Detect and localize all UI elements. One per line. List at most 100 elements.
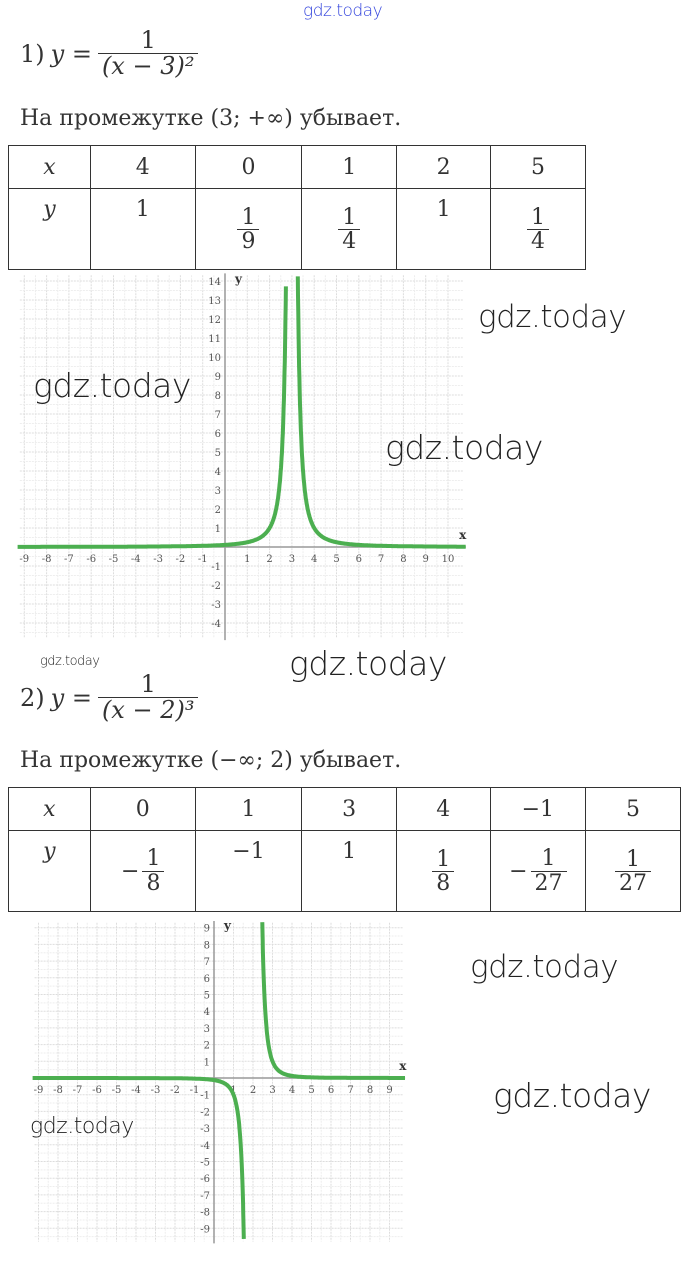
y-tick-label: 9: [215, 372, 221, 383]
y-tick-label: -2: [211, 581, 221, 592]
y-tick-label: 13: [208, 296, 221, 307]
denominator: 4: [338, 229, 361, 253]
y-tick-label: 5: [204, 991, 210, 1002]
y-tick-label: -3: [211, 600, 221, 611]
x-axis-label: x: [459, 528, 467, 542]
watermark: gdz.today: [478, 299, 627, 335]
x-tick-label: -4: [131, 554, 141, 565]
y-tick-label: 3: [204, 1024, 210, 1035]
y-tick-label: 3: [215, 486, 221, 497]
y-tick-label: 7: [204, 957, 210, 968]
y-label: y: [8, 830, 91, 912]
y-tick-label: -2: [200, 1107, 210, 1118]
formula-2: 2) y = 1 (x − 2)³: [20, 671, 199, 723]
y-tick-label: 4: [204, 1007, 210, 1018]
x-tick-label: -2: [170, 1085, 180, 1096]
watermark: gdz.today: [493, 1076, 651, 1115]
x-tick-label: -3: [151, 1085, 161, 1096]
y-axis-label: y: [223, 919, 232, 933]
y-axis-label: y: [234, 272, 243, 286]
y-tick-label: 8: [204, 940, 210, 951]
x-tick-label: 4: [311, 554, 317, 565]
x-cell: 0: [194, 145, 303, 189]
x-tick-label: -8: [42, 554, 52, 565]
x-tick-label: 5: [308, 1085, 314, 1096]
y-tick-label: 6: [215, 429, 221, 440]
y-cell: −1 8: [89, 830, 196, 912]
x-tick-label: 8: [400, 554, 406, 565]
statement-2: На промежутке (−∞; 2) убывает.: [20, 748, 402, 773]
x-tick-label: 7: [378, 554, 384, 565]
minus-sign: −: [121, 858, 140, 884]
x-tick-label: 9: [423, 554, 429, 565]
y-tick-label: -7: [200, 1191, 210, 1202]
x-row: x 0 1 3 4 −1 5: [8, 787, 682, 831]
y-label: y: [8, 188, 91, 270]
numerator: 1: [342, 204, 357, 230]
x-cell: 3: [301, 787, 397, 831]
x-tick-label: -1: [198, 554, 208, 565]
x-cell: 5: [490, 145, 586, 189]
y-tick-label: 8: [215, 391, 221, 402]
numerator: 1: [436, 846, 451, 872]
y-tick-label: -4: [200, 1141, 210, 1152]
x-tick-label: -1: [190, 1085, 200, 1096]
watermark: gdz.today: [385, 428, 543, 467]
numerator: 1: [531, 204, 546, 230]
denominator: 9: [237, 229, 260, 253]
x-tick-label: 6: [328, 1085, 334, 1096]
y-tick-label: -9: [200, 1224, 210, 1235]
function-curve: [260, 922, 405, 1080]
problem-number: 1): [20, 39, 45, 68]
watermark: gdz.today: [30, 1114, 134, 1139]
minus-sign: −: [509, 858, 528, 884]
x-tick-label: 8: [367, 1085, 373, 1096]
y-tick-label: 2: [215, 505, 221, 516]
denominator: 27: [614, 871, 651, 895]
formula-lhs: y =: [50, 39, 92, 68]
formula-1: 1) y = 1 (x − 3)²: [20, 26, 199, 79]
x-tick-label: 7: [347, 1085, 353, 1096]
x-tick-label: -5: [112, 1085, 122, 1096]
x-cell: 0: [89, 787, 196, 831]
numerator: 1: [625, 846, 640, 872]
x-tick-label: -2: [176, 554, 186, 565]
x-tick-label: -7: [64, 554, 74, 565]
y-cell: 1: [89, 188, 196, 270]
x-tick-label: -9: [19, 554, 29, 565]
y-tick-label: -4: [211, 619, 221, 630]
value-table-2: x 0 1 3 4 −1 5 y −1 8 −1 1 1 8−1 27 1 27: [8, 787, 682, 912]
function-curve: [17, 286, 288, 549]
function-curve: [295, 276, 466, 549]
x-tick-label: 3: [269, 1085, 275, 1096]
formula-fraction: 1 (x − 2)³: [97, 671, 199, 723]
y-tick-label: 5: [215, 448, 221, 459]
y-tick-label: -8: [200, 1208, 210, 1219]
numerator: 1: [146, 846, 161, 872]
problem-number: 2): [20, 683, 45, 712]
x-tick-label: 5: [333, 554, 339, 565]
y-tick-label: -1: [211, 562, 221, 573]
y-cell: −1 27: [489, 830, 586, 912]
x-tick-label: -6: [86, 554, 96, 565]
y-row: y −1 8 −1 1 1 8−1 27 1 27: [8, 830, 682, 912]
y-tick-label: -3: [200, 1124, 210, 1135]
y-tick-label: 11: [208, 334, 221, 345]
watermark: gdz.today: [33, 366, 191, 405]
graph-2: xy-9 -8 -7 -6 -5 -4 -3 -2 -1 1 2 3 4 5 6 7 8 9987654321-1…: [32, 919, 407, 1244]
x-label: x: [8, 145, 91, 189]
y-tick-label: -5: [200, 1158, 210, 1169]
x-tick-label: -3: [153, 554, 163, 565]
denominator: 4: [527, 229, 550, 253]
formula-fraction: 1 (x − 3)²: [97, 26, 199, 79]
numerator: 1: [241, 204, 256, 230]
graph-1: xy-9 -8 -7 -6 -5 -4 -3 -2 -1 1 2 3 4 5 6 7 8 9 10141312111…: [17, 272, 467, 641]
denominator: 8: [142, 870, 165, 895]
numerator: 1: [140, 26, 156, 54]
x-tick-label: 3: [289, 554, 295, 565]
y-cell: 1 27: [584, 830, 682, 912]
